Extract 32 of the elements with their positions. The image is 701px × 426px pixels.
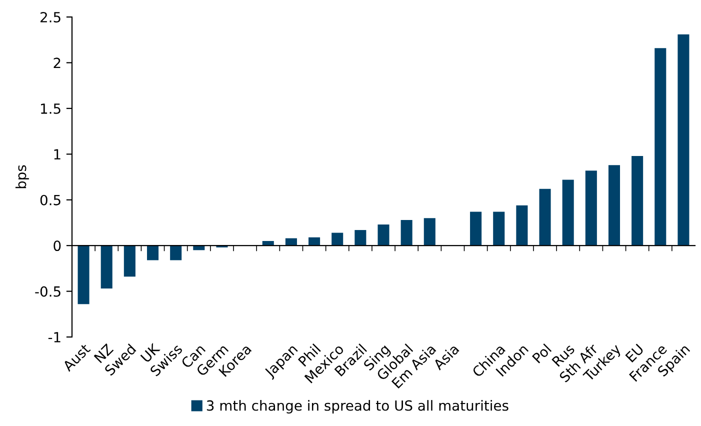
bar bbox=[332, 232, 344, 246]
y-tick-label: 1 bbox=[54, 149, 60, 160]
legend-label: 3 mth change in spread to US all maturities bbox=[206, 400, 508, 414]
bar bbox=[470, 212, 482, 246]
bar bbox=[124, 246, 136, 277]
bar bbox=[100, 246, 112, 289]
y-tick-label: 0.5 bbox=[40, 194, 60, 206]
bar bbox=[516, 205, 528, 246]
y-tick-label: 2 bbox=[54, 58, 60, 68]
y-axis-title: bps bbox=[15, 165, 29, 188]
y-tick-label: -0.5 bbox=[35, 286, 60, 297]
y-tick-label: 2.5 bbox=[40, 12, 60, 22]
bar bbox=[378, 224, 390, 246]
y-tick-label: -1 bbox=[48, 332, 60, 342]
bar bbox=[678, 34, 690, 246]
bar bbox=[608, 165, 620, 246]
bar bbox=[562, 180, 574, 246]
y-tick-label: 1.5 bbox=[41, 104, 60, 114]
bar bbox=[308, 237, 320, 246]
bar bbox=[424, 218, 436, 246]
y-tick-label: 0 bbox=[54, 240, 61, 252]
bar bbox=[539, 188, 551, 246]
bar bbox=[654, 48, 666, 246]
bar bbox=[585, 170, 597, 246]
bar bbox=[354, 230, 366, 246]
bar bbox=[78, 246, 90, 304]
bar bbox=[400, 220, 412, 246]
bar bbox=[146, 246, 159, 260]
bar bbox=[632, 156, 644, 246]
bar bbox=[493, 212, 505, 246]
x-tick-label: Pol bbox=[532, 343, 552, 364]
bar bbox=[170, 246, 182, 260]
